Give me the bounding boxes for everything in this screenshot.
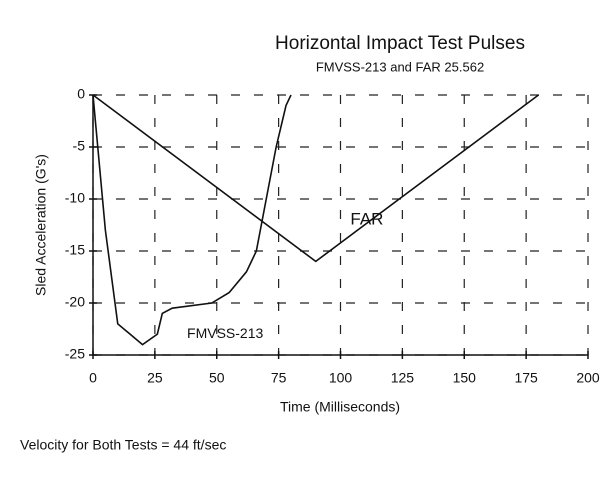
x-tick-label: 0 — [89, 370, 97, 386]
x-axis-label: Time (Milliseconds) — [280, 399, 400, 415]
x-tick-label: 50 — [209, 370, 225, 386]
y-tick-label: -25 — [65, 346, 85, 362]
series-line — [92, 94, 292, 346]
x-tick-label: 125 — [391, 370, 415, 386]
x-tick-label: 100 — [329, 370, 353, 386]
y-tick-label: -10 — [65, 190, 85, 206]
x-tick-label: 25 — [147, 370, 163, 386]
x-tick-label: 200 — [576, 370, 600, 386]
y-tick-label: -5 — [73, 138, 86, 154]
x-tick-label: 175 — [514, 370, 538, 386]
x-tick-label: 150 — [453, 370, 477, 386]
chart-subtitle: FMVSS-213 and FAR 25.562 — [316, 59, 484, 74]
y-axis-label: Sled Acceleration (G's) — [33, 154, 49, 296]
series-label: FMVSS-213 — [187, 325, 263, 341]
y-tick-label: -20 — [65, 294, 85, 310]
x-tick-label: 75 — [271, 370, 287, 386]
y-tick-label: 0 — [77, 86, 85, 102]
y-tick-label: -15 — [65, 242, 85, 258]
footnote: Velocity for Both Tests = 44 ft/sec — [20, 437, 226, 453]
series-line — [92, 94, 539, 263]
series-label: FAR — [350, 209, 383, 228]
chart-title: Horizontal Impact Test Pulses — [275, 33, 525, 54]
